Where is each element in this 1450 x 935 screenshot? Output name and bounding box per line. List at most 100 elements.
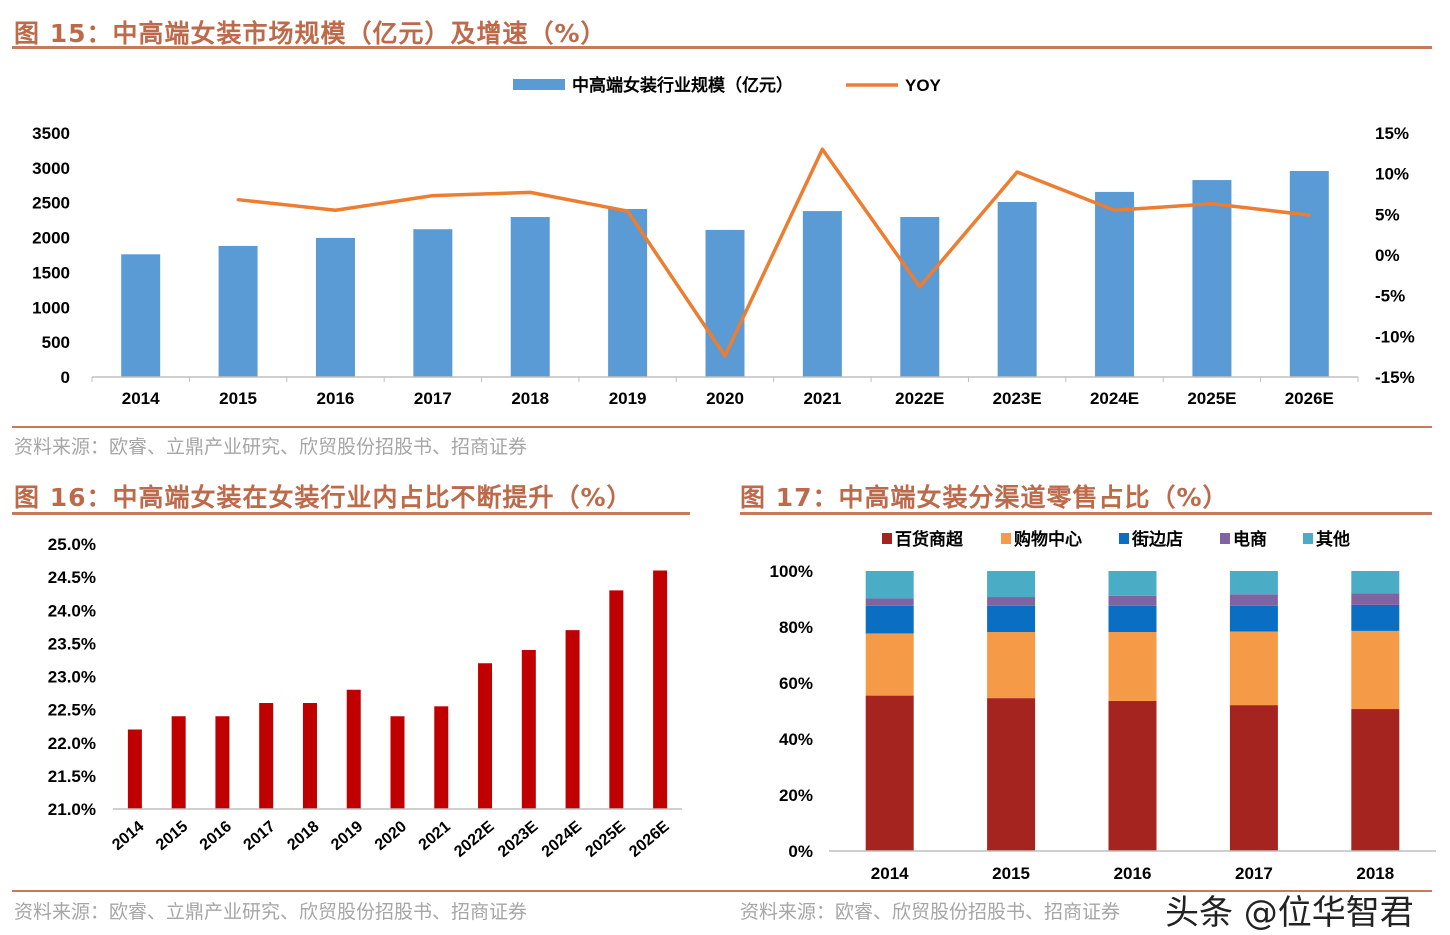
x-tick-label: 2021	[803, 389, 841, 408]
bar-segment-街边店	[1108, 605, 1157, 633]
chart-market-size: 0 500 1000 1500 2000 2500 3000 3500 -15% -10% -5% 0…	[32, 75, 1415, 408]
legend-label: 电商	[1233, 529, 1267, 549]
bar-market-size	[413, 229, 453, 377]
y-right-tick-label: -15%	[1375, 368, 1415, 387]
bar-share	[609, 590, 624, 809]
bar-market-size	[218, 245, 258, 377]
bar-segment-其他	[865, 571, 914, 599]
point-yoy	[333, 208, 337, 212]
legend-label: 百货商超	[895, 529, 964, 549]
y-right-tick-label: -5%	[1375, 287, 1405, 306]
bar-segment-购物中心	[1108, 632, 1157, 701]
x-tick-label: 2015	[992, 864, 1030, 883]
x-tick-label: 2016	[317, 389, 355, 408]
bar-share	[390, 716, 405, 809]
x-tick-label: 2018	[284, 818, 322, 854]
bar-segment-电商	[987, 597, 1036, 606]
bar-share	[434, 706, 449, 809]
bar-share	[565, 630, 580, 809]
legend-label: 购物中心	[1014, 529, 1082, 549]
point-yoy	[431, 194, 435, 198]
point-yoy	[1015, 170, 1019, 174]
y-right-tick-label: 10%	[1375, 165, 1409, 184]
bar-segment-街边店	[1351, 604, 1400, 631]
point-yoy	[820, 147, 824, 151]
bar-segment-街边店	[865, 605, 914, 634]
legend-label: 其他	[1316, 529, 1350, 549]
x-tick-label: 2023E	[495, 818, 542, 861]
y-tick-label: 0%	[788, 842, 813, 861]
fig16-title-rule	[12, 512, 690, 515]
y-tick-label: 23.5%	[48, 634, 96, 653]
x-tick-label: 2020	[372, 818, 410, 854]
bar-segment-其他	[1229, 571, 1278, 595]
fig15-source: 资料来源：欧睿、立鼎产业研究、欣贸股份招股书、招商证券	[14, 436, 528, 458]
bar-market-size	[608, 208, 648, 377]
x-tick-label: 2017	[414, 389, 452, 408]
bar-market-size	[510, 217, 550, 377]
legend-swatch	[1303, 533, 1313, 544]
x-tick-label: 2025E	[583, 818, 630, 861]
x-tick-label: 2026E	[1285, 389, 1334, 408]
bar-share	[127, 729, 142, 809]
x-tick-label: 2014	[871, 864, 909, 883]
bar-share	[302, 703, 317, 809]
fig15-title-rule	[12, 46, 1432, 49]
legend-swatch	[1220, 533, 1230, 544]
x-tick-label: 2019	[328, 818, 366, 854]
y-tick-label: 60%	[779, 674, 813, 693]
y-tick-label: 21.5%	[48, 767, 96, 786]
y-right-tick-label: -10%	[1375, 327, 1415, 346]
bar-segment-街边店	[987, 605, 1036, 633]
bar-segment-其他	[1108, 571, 1157, 596]
y-left-tick-label: 1500	[32, 263, 70, 282]
x-tick-label: 2025E	[1187, 389, 1236, 408]
fig15-bottom-rule	[12, 426, 1432, 428]
bar-share	[653, 570, 668, 809]
x-tick-label: 2019	[609, 389, 647, 408]
bar-share	[478, 663, 493, 809]
bar-segment-电商	[1108, 595, 1157, 606]
x-tick-label: 2024E	[1090, 389, 1139, 408]
y-right-tick-label: 5%	[1375, 205, 1400, 224]
y-left-tick-label: 3500	[32, 124, 70, 143]
y-right-tick-label: 0%	[1375, 246, 1400, 265]
bar-segment-电商	[1351, 593, 1400, 605]
point-yoy	[528, 190, 532, 194]
bar-market-size	[121, 254, 161, 377]
x-tick-label: 2016	[1114, 864, 1152, 883]
bar-segment-购物中心	[1229, 631, 1278, 706]
x-tick-label: 2015	[219, 389, 257, 408]
bar-segment-街边店	[1229, 605, 1278, 632]
x-tick-label: 2014	[109, 818, 147, 854]
watermark: 头条 @位华智君	[1165, 893, 1414, 933]
point-yoy	[236, 198, 240, 202]
y-tick-label: 23.0%	[48, 668, 96, 687]
bar-segment-百货商超	[987, 698, 1036, 851]
x-tick-label: 2015	[153, 818, 191, 854]
x-tick-label: 2014	[122, 389, 160, 408]
y-tick-label: 20%	[779, 786, 813, 805]
x-tick-label: 2020	[706, 389, 744, 408]
x-tick-label: 2022E	[895, 389, 944, 408]
point-yoy	[626, 209, 630, 213]
chart-share: 21.0% 21.5% 22.0% 22.5% 23.0% 23.5% 24.0% 24.5%…	[48, 535, 682, 861]
legend-swatch	[1119, 533, 1129, 544]
fig15-title: 图 15：中高端女装市场规模（亿元）及增速（%）	[14, 19, 607, 48]
x-tick-label: 2021	[416, 818, 454, 854]
bar-segment-购物中心	[1351, 630, 1400, 710]
bar-share	[521, 650, 536, 809]
bar-segment-购物中心	[865, 633, 914, 696]
bar-segment-购物中心	[987, 632, 1036, 699]
point-yoy	[1113, 208, 1117, 212]
y-left-tick-label: 2000	[32, 229, 70, 248]
x-tick-label: 2022E	[451, 818, 498, 861]
bar-segment-电商	[1229, 594, 1278, 606]
fig17-source: 资料来源：欧睿、欣贸股份招股书、招商证券	[740, 901, 1121, 923]
fig17-title: 图 17：中高端女装分渠道零售占比（%）	[740, 483, 1229, 512]
y-left-tick-label: 0	[61, 368, 70, 387]
y-tick-label: 80%	[779, 618, 813, 637]
chart-channel-mix: 0% 20% 40% 60% 80% 100% 2014 2015 2016 2017 2018 百货…	[770, 529, 1436, 883]
y-tick-label: 25.0%	[48, 535, 96, 554]
